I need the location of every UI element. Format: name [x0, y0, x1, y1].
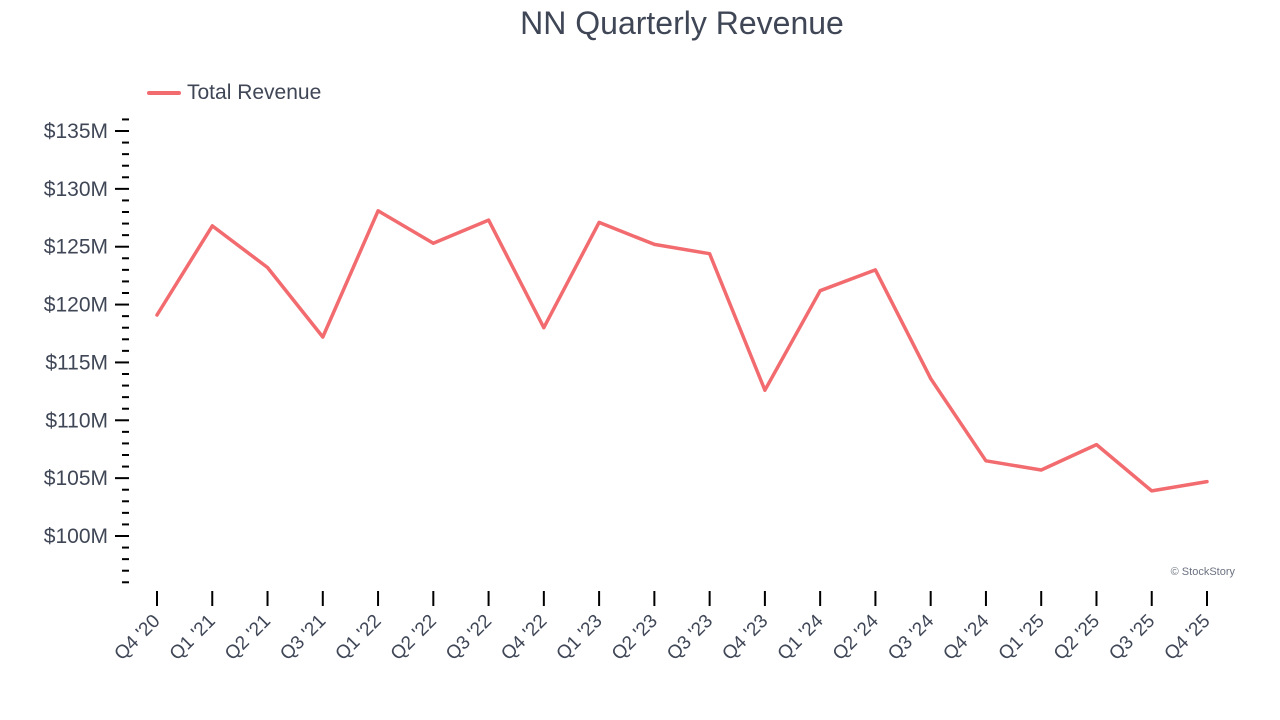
data-point: [652, 242, 656, 246]
series-line-total-revenue: [155, 209, 1209, 493]
y-tick-label: $110M: [45, 409, 108, 432]
x-tick-label: Q2 '25: [1050, 611, 1104, 665]
y-tick-label: $135M: [44, 120, 108, 143]
x-tick-label: Q3 '24: [884, 610, 938, 664]
x-tick-label: Q2 '22: [387, 611, 441, 665]
x-tick-label: Q2 '21: [221, 611, 275, 665]
data-point: [321, 335, 325, 339]
y-tick-label: $105M: [44, 467, 108, 490]
data-point: [542, 326, 546, 330]
data-point: [210, 224, 214, 228]
x-tick-label: Q3 '23: [663, 611, 717, 665]
legend: Total Revenue: [147, 81, 321, 104]
data-point: [487, 218, 491, 222]
x-tick-label: Q3 '21: [276, 611, 330, 665]
y-tick-label: $130M: [44, 178, 108, 201]
data-point: [155, 313, 159, 317]
data-point: [431, 241, 435, 245]
x-tick-label: Q4 '24: [939, 610, 993, 664]
x-tick-label: Q1 '23: [553, 611, 607, 665]
data-point: [1039, 468, 1043, 472]
data-point: [1150, 489, 1154, 493]
data-point: [929, 377, 933, 381]
x-tick-label: Q1 '21: [166, 611, 220, 665]
x-tick-label: Q4 '25: [1161, 611, 1215, 665]
data-point: [1205, 480, 1209, 484]
y-axis: $100M $105M $110M $115M $120M $125M $130M $135M: [44, 118, 129, 584]
data-point: [708, 252, 712, 256]
x-tick-label: Q4 '23: [718, 611, 772, 665]
data-point: [984, 459, 988, 463]
data-point: [266, 266, 270, 270]
data-point: [763, 388, 767, 392]
x-axis: Q4 '20 Q1 '21 Q2 '21 Q3 '21 Q1 '22 Q2 '22 Q3 '…: [111, 591, 1215, 665]
x-tick-label: Q2 '23: [608, 611, 662, 665]
data-point: [1094, 443, 1098, 447]
y-tick-label: $100M: [44, 525, 108, 548]
x-tick-label: Q1 '24: [774, 610, 828, 664]
chart-title: NN Quarterly Revenue: [520, 5, 844, 41]
x-tick-label: Q4 '22: [497, 611, 551, 665]
data-point: [597, 220, 601, 224]
x-tick-label: Q1 '25: [995, 611, 1049, 665]
y-tick-label: $115M: [45, 351, 108, 374]
data-point: [376, 209, 380, 213]
y-tick-label: $120M: [44, 294, 108, 317]
data-point: [818, 289, 822, 293]
x-tick-label: Q2 '24: [829, 610, 883, 664]
credit-label: © StockStory: [1171, 566, 1236, 578]
data-point: [873, 268, 877, 272]
x-tick-label: Q1 '22: [332, 611, 386, 665]
plot-area: [155, 209, 1209, 493]
legend-label: Total Revenue: [187, 81, 321, 104]
y-tick-label: $125M: [44, 236, 108, 259]
x-tick-label: Q3 '25: [1105, 611, 1159, 665]
x-tick-label: Q4 '20: [111, 611, 165, 665]
x-tick-label: Q3 '22: [442, 611, 496, 665]
